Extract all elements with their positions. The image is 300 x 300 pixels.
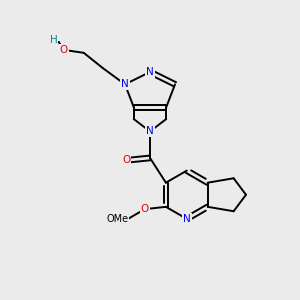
Text: OMe: OMe <box>106 214 128 224</box>
Text: O: O <box>122 155 130 165</box>
Text: N: N <box>146 126 154 136</box>
Text: O: O <box>141 204 149 214</box>
Text: N: N <box>121 79 129 89</box>
Text: N: N <box>146 67 154 77</box>
Text: O: O <box>60 45 68 55</box>
Text: N: N <box>183 214 191 224</box>
Text: H: H <box>50 35 57 46</box>
